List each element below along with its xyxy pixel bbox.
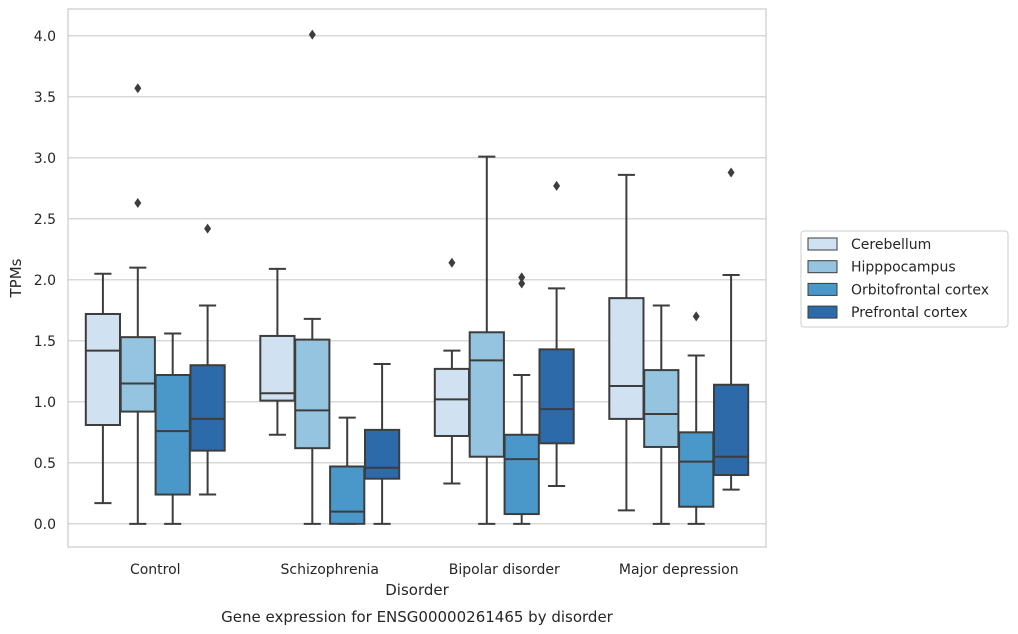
box-body [189, 364, 226, 452]
legend-label: Prefrontal cortex [851, 305, 968, 321]
outlier-point [448, 257, 456, 268]
box-1-3 [643, 304, 680, 525]
x-tick-label: Control [130, 562, 181, 578]
box-body [643, 369, 680, 448]
box-0-0 [84, 272, 122, 505]
x-tick-label: Schizophrenia [281, 562, 379, 578]
box-series [84, 29, 750, 525]
y-tick-label: 4.0 [34, 29, 56, 45]
box-1-1 [294, 29, 331, 525]
box-body [363, 428, 401, 480]
y-tick-label: 1.0 [34, 395, 56, 411]
y-tick-label: 0.0 [34, 517, 56, 533]
box-body [678, 431, 715, 508]
legend-swatch [807, 260, 838, 274]
legend: Cerebellum Hipppocampus Orbitofrontal cort… [800, 230, 1009, 328]
outlier-point [134, 83, 142, 94]
outlier-point [692, 311, 700, 322]
x-tick-label: Major depression [619, 562, 739, 578]
outlier-point [134, 197, 142, 208]
legend-entries: Cerebellum Hipppocampus Orbitofrontal cort… [807, 237, 989, 321]
box-0-2 [433, 257, 471, 485]
outlier-point [204, 223, 212, 234]
box-body [294, 338, 331, 450]
legend-label: Hipppocampus [851, 260, 956, 276]
box-3-3 [712, 167, 750, 491]
box-3-1 [363, 363, 401, 525]
chart-caption: Gene expression for ENSG00000261465 by d… [221, 608, 614, 626]
y-axis-ticks: 0.0 0.5 1.0 1.5 2.0 2.5 3.0 3.5 4.0 [34, 29, 56, 533]
x-axis-label: Disorder [385, 581, 449, 599]
box-2-0 [154, 332, 191, 525]
outlier-point [727, 167, 735, 178]
box-body [329, 465, 366, 525]
y-tick-label: 1.5 [34, 334, 56, 350]
outlier-point [308, 29, 316, 40]
box-2-2 [503, 272, 540, 525]
y-tick-label: 2.5 [34, 212, 56, 228]
legend-swatch [807, 237, 838, 251]
legend-swatch [807, 305, 838, 319]
box-1-2 [468, 155, 505, 525]
box-1-0 [119, 83, 156, 525]
outlier-point [518, 272, 526, 283]
y-tick-label: 3.5 [34, 90, 56, 106]
box-2-3 [678, 311, 715, 525]
box-body [468, 331, 505, 458]
y-tick-label: 3.0 [34, 151, 56, 167]
y-axis-label: TPMs [7, 258, 25, 298]
legend-swatch [807, 282, 838, 296]
box-body [433, 367, 471, 437]
y-tick-label: 0.5 [34, 456, 56, 472]
box-3-2 [538, 180, 575, 488]
box-body [154, 373, 191, 496]
legend-label: Orbitofrontal cortex [851, 282, 989, 298]
box-body [608, 297, 645, 420]
box-3-0 [189, 223, 226, 496]
box-0-3 [608, 173, 645, 512]
box-body [538, 348, 575, 445]
legend-label: Cerebellum [851, 237, 931, 253]
box-body [119, 336, 156, 413]
box-body [712, 383, 750, 477]
x-tick-label: Bipolar disorder [449, 562, 560, 578]
outlier-point [553, 180, 561, 191]
plot-frame [67, 8, 767, 548]
x-axis-ticks: Control Schizophrenia Bipolar disorder Majo… [130, 562, 739, 578]
box-body [84, 312, 122, 427]
y-tick-label: 2.0 [34, 273, 56, 289]
box-body [503, 433, 540, 516]
legend-frame [800, 230, 1009, 328]
box-body [259, 334, 296, 402]
box-2-1 [329, 416, 366, 525]
outlier-point [518, 278, 526, 289]
